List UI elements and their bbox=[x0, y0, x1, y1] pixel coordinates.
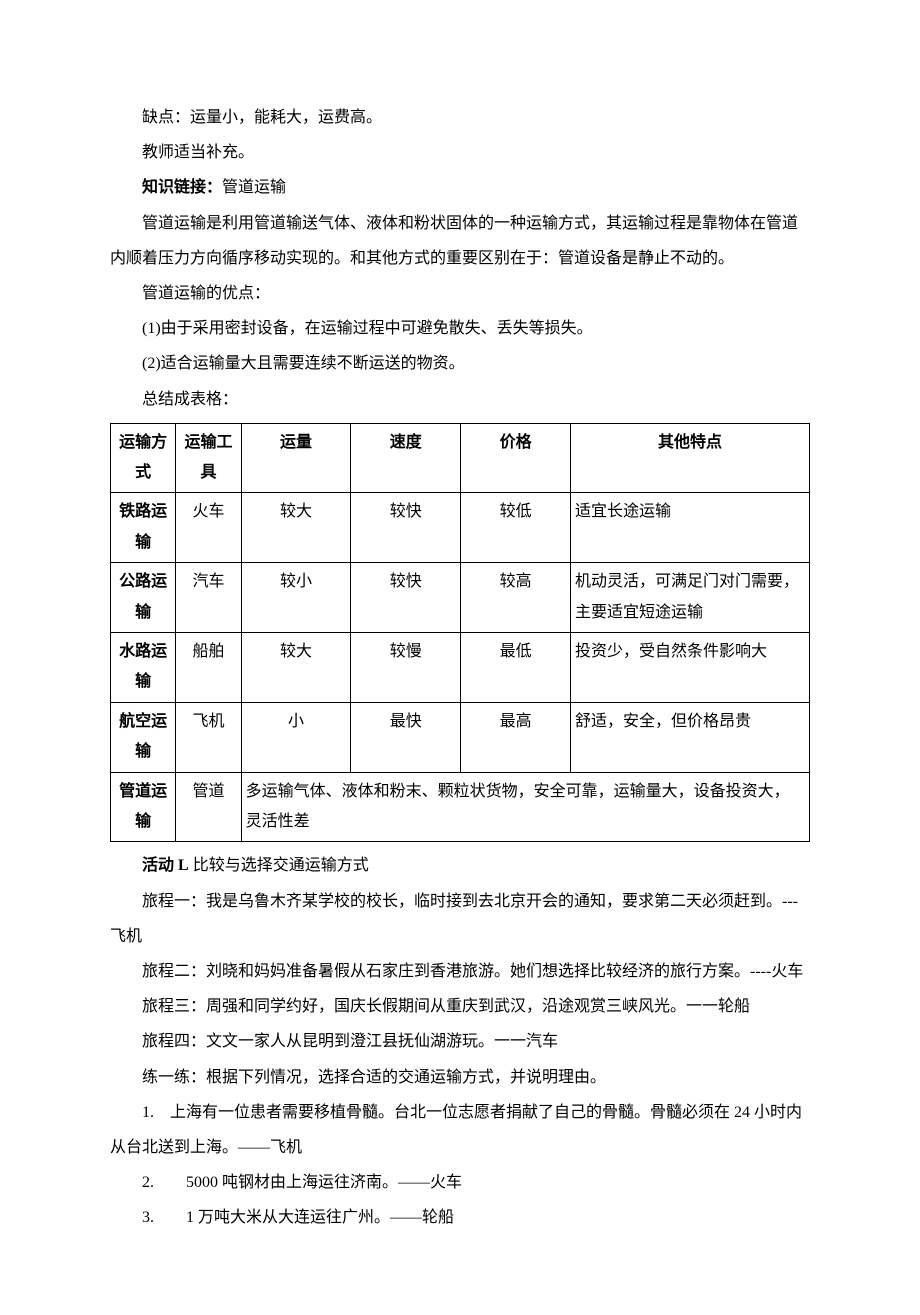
cell: 管道 bbox=[176, 772, 241, 842]
cell: 管道运输 bbox=[111, 772, 176, 842]
cell: 水路运输 bbox=[111, 633, 176, 703]
table-row: 水路运输 船舶 较大 较慢 最低 投资少，受自然条件影响大 bbox=[111, 633, 810, 703]
paragraph: 管道运输的优点： bbox=[110, 276, 810, 311]
paragraph: 旅程二：刘晓和妈妈准备暑假从石家庄到香港旅游。她们想选择比较经济的旅行方案。--… bbox=[110, 954, 810, 989]
cell: 较快 bbox=[351, 493, 461, 563]
col-mode: 运输方式 bbox=[111, 423, 176, 493]
cell: 投资少，受自然条件影响大 bbox=[571, 633, 810, 703]
cell: 较大 bbox=[241, 493, 351, 563]
paragraph: 管道运输是利用管道输送气体、液体和粉状固体的一种运输方式，其运输过程是靠物体在管… bbox=[110, 206, 810, 276]
cell: 最低 bbox=[461, 633, 571, 703]
cell: 舒适，安全，但价格昂贵 bbox=[571, 702, 810, 772]
cell: 多运输气体、液体和粉末、颗粒状货物，安全可靠，运输量大，设备投资大，灵活性差 bbox=[241, 772, 809, 842]
paragraph: 旅程四：文文一家人从昆明到澄江县抚仙湖游玩。一一汽车 bbox=[110, 1024, 810, 1059]
cell: 火车 bbox=[176, 493, 241, 563]
cell: 较小 bbox=[241, 563, 351, 633]
cell: 较慢 bbox=[351, 633, 461, 703]
list-item: 2. 5000 吨钢材由上海运往济南。——火车 bbox=[110, 1165, 810, 1200]
cell: 公路运输 bbox=[111, 563, 176, 633]
paragraph: 教师适当补充。 bbox=[110, 135, 810, 170]
cell: 铁路运输 bbox=[111, 493, 176, 563]
cell: 适宜长途运输 bbox=[571, 493, 810, 563]
col-volume: 运量 bbox=[241, 423, 351, 493]
table-row: 铁路运输 火车 较大 较快 较低 适宜长途运输 bbox=[111, 493, 810, 563]
paragraph: 练一练：根据下列情况，选择合适的交通运输方式，并说明理由。 bbox=[110, 1060, 810, 1095]
cell: 较高 bbox=[461, 563, 571, 633]
text: 比较与选择交通运输方式 bbox=[189, 857, 369, 874]
list-item: (1)由于采用密封设备，在运输过程中可避免散失、丢失等损失。 bbox=[110, 311, 810, 346]
table-header-row: 运输方式 运输工具 运量 速度 价格 其他特点 bbox=[111, 423, 810, 493]
document-page: 缺点：运量小，能耗大，运费高。 教师适当补充。 知识链接：管道运输 管道运输是利… bbox=[0, 0, 920, 1315]
paragraph: 知识链接：管道运输 bbox=[110, 170, 810, 205]
list-item: 3. 1 万吨大米从大连运往广州。——轮船 bbox=[110, 1200, 810, 1235]
col-other: 其他特点 bbox=[571, 423, 810, 493]
cell: 较快 bbox=[351, 563, 461, 633]
label-knowledge-link: 知识链接： bbox=[142, 179, 222, 196]
cell: 飞机 bbox=[176, 702, 241, 772]
paragraph: 活动 L 比较与选择交通运输方式 bbox=[110, 848, 810, 883]
cell: 船舶 bbox=[176, 633, 241, 703]
cell: 较低 bbox=[461, 493, 571, 563]
transport-table: 运输方式 运输工具 运量 速度 价格 其他特点 铁路运输 火车 较大 较快 较低… bbox=[110, 423, 810, 843]
cell: 汽车 bbox=[176, 563, 241, 633]
cell: 最快 bbox=[351, 702, 461, 772]
text: 管道运输 bbox=[222, 179, 286, 196]
table-row: 管道运输 管道 多运输气体、液体和粉末、颗粒状货物，安全可靠，运输量大，设备投资… bbox=[111, 772, 810, 842]
list-item: (2)适合运输量大且需要连续不断运送的物资。 bbox=[110, 346, 810, 381]
cell: 小 bbox=[241, 702, 351, 772]
col-tool: 运输工具 bbox=[176, 423, 241, 493]
activity-label: 活动 L bbox=[142, 857, 189, 874]
paragraph: 旅程三：周强和同学约好，国庆长假期间从重庆到武汉，沿途观赏三峡风光。一一轮船 bbox=[110, 989, 810, 1024]
cell: 较大 bbox=[241, 633, 351, 703]
col-speed: 速度 bbox=[351, 423, 461, 493]
list-item: 1. 上海有一位患者需要移植骨髓。台北一位志愿者捐献了自己的骨髓。骨髓必须在 2… bbox=[110, 1095, 810, 1165]
table-row: 航空运输 飞机 小 最快 最高 舒适，安全，但价格昂贵 bbox=[111, 702, 810, 772]
paragraph: 缺点：运量小，能耗大，运费高。 bbox=[110, 100, 810, 135]
paragraph: 旅程一：我是乌鲁木齐某学校的校长，临时接到去北京开会的通知，要求第二天必须赶到。… bbox=[110, 884, 810, 954]
cell: 最高 bbox=[461, 702, 571, 772]
cell: 机动灵活，可满足门对门需要，主要适宜短途运输 bbox=[571, 563, 810, 633]
paragraph: 总结成表格： bbox=[110, 382, 810, 417]
table-row: 公路运输 汽车 较小 较快 较高 机动灵活，可满足门对门需要，主要适宜短途运输 bbox=[111, 563, 810, 633]
col-price: 价格 bbox=[461, 423, 571, 493]
cell: 航空运输 bbox=[111, 702, 176, 772]
